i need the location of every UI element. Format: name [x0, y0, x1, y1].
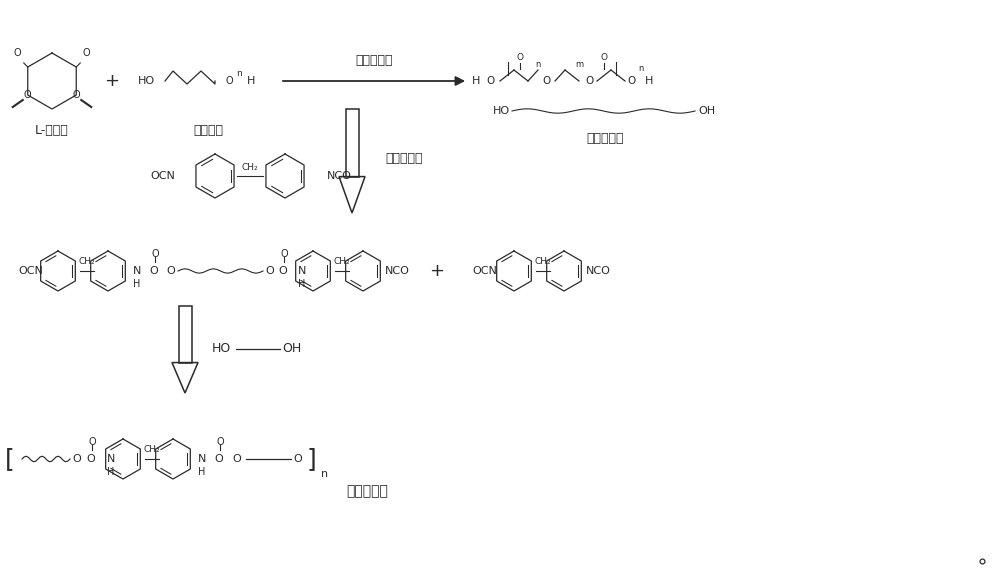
Text: 聚丙二醇: 聚丙二醇 — [193, 124, 223, 138]
Text: 第一催化剂: 第一催化剂 — [355, 54, 393, 67]
Text: L-丙交酯: L-丙交酯 — [35, 124, 69, 138]
Text: +: + — [105, 72, 120, 90]
Text: O: O — [600, 54, 607, 62]
Text: CH₂: CH₂ — [242, 163, 258, 172]
Text: N: N — [298, 266, 306, 276]
Text: N: N — [107, 454, 115, 464]
Text: O: O — [542, 76, 550, 86]
Text: [: [ — [5, 447, 15, 471]
Text: O: O — [86, 454, 95, 464]
Text: O: O — [216, 437, 224, 447]
Text: OCN: OCN — [150, 171, 175, 181]
Text: O: O — [585, 76, 593, 86]
Text: NCO: NCO — [385, 266, 410, 276]
Text: H: H — [645, 76, 653, 86]
Text: CH₂: CH₂ — [535, 258, 551, 267]
Text: 聚乳酸二醇: 聚乳酸二醇 — [586, 132, 624, 146]
Text: H: H — [198, 467, 205, 477]
Text: O: O — [72, 90, 80, 100]
Text: NCO: NCO — [327, 171, 352, 181]
Text: O: O — [151, 249, 159, 259]
Text: HO: HO — [212, 343, 231, 356]
Text: OCN: OCN — [472, 266, 497, 276]
Text: O: O — [232, 454, 241, 464]
Text: OH: OH — [282, 343, 301, 356]
Text: n: n — [638, 65, 644, 74]
Text: O: O — [88, 437, 96, 447]
Text: H: H — [133, 279, 140, 289]
Text: m: m — [575, 61, 583, 70]
Text: N: N — [198, 454, 206, 464]
Text: CH₂: CH₂ — [334, 258, 350, 267]
Text: ]: ] — [307, 447, 317, 471]
Text: O: O — [149, 266, 158, 276]
Text: n: n — [535, 61, 541, 70]
Text: H: H — [247, 76, 255, 86]
Text: H: H — [107, 467, 114, 477]
Text: HO: HO — [493, 106, 510, 116]
Text: O: O — [627, 76, 635, 86]
Text: O: O — [14, 48, 22, 58]
Text: HO: HO — [138, 76, 155, 86]
Text: 聚氨酯材料: 聚氨酯材料 — [346, 484, 388, 498]
Text: O: O — [265, 266, 274, 276]
Text: NCO: NCO — [586, 266, 611, 276]
Text: 第二催化剂: 第二催化剂 — [385, 152, 422, 166]
Text: +: + — [430, 262, 444, 280]
Text: n: n — [236, 70, 242, 78]
Text: O: O — [293, 454, 302, 464]
Text: O: O — [214, 454, 223, 464]
Text: O: O — [82, 48, 90, 58]
Text: CH₂: CH₂ — [79, 258, 95, 267]
Text: O: O — [516, 54, 523, 62]
Text: O: O — [24, 90, 32, 100]
Text: O: O — [225, 76, 233, 86]
Text: H: H — [472, 76, 480, 86]
Text: O: O — [280, 249, 288, 259]
Text: O: O — [486, 76, 494, 86]
Text: O: O — [72, 454, 81, 464]
Text: H: H — [298, 279, 305, 289]
Text: O: O — [166, 266, 175, 276]
Text: N: N — [133, 266, 141, 276]
Text: OH: OH — [698, 106, 715, 116]
Text: n: n — [321, 469, 328, 479]
Text: CH₂: CH₂ — [144, 445, 160, 455]
Text: O: O — [278, 266, 287, 276]
Text: OCN: OCN — [18, 266, 43, 276]
